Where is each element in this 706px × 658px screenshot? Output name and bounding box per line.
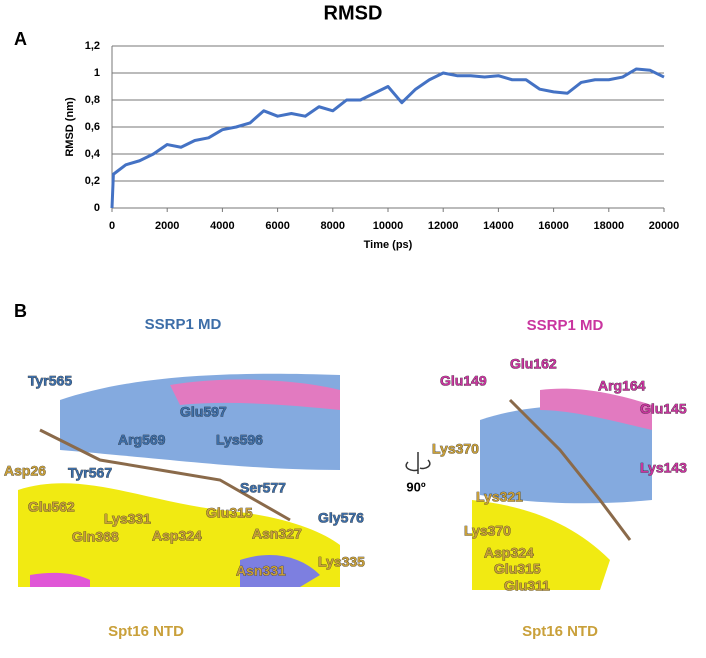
y-tick-label: 0,8 [85, 94, 100, 106]
residue-label: Lys321 [476, 489, 523, 505]
line-series [110, 67, 665, 209]
x-tick-label: 12000 [428, 220, 459, 232]
residue-label: Lys335 [318, 554, 365, 570]
residue-label: Glu597 [180, 404, 227, 420]
residue-label: Glu315 [494, 561, 541, 577]
residue-label: Glu149 [440, 373, 487, 389]
structure-image-right [472, 365, 652, 590]
x-tick-label: 8000 [321, 220, 345, 232]
x-tick-label: 10000 [373, 220, 404, 232]
x-tick-label: 0 [109, 220, 115, 232]
residue-label: Tyr567 [68, 465, 112, 481]
residue-label: Lys143 [640, 460, 687, 476]
rotation-icon [405, 452, 431, 474]
rotation-label: 90º [406, 479, 425, 494]
structure-image-left [18, 365, 340, 587]
y-tick-label: 0,2 [85, 175, 100, 187]
x-tick-label: 18000 [594, 220, 625, 232]
residue-label: Lys596 [216, 432, 263, 448]
y-tick-label: 0,4 [85, 148, 101, 160]
residue-label: Glu311 [504, 578, 550, 594]
y-axis-label: RMSD (nm) [64, 97, 76, 157]
residue-label: Gly576 [318, 510, 364, 526]
residue-label: Asp324 [152, 528, 202, 544]
panel-subheading: Spt16 NTD [108, 623, 184, 640]
panel-heading: SSRP1 MD [527, 317, 604, 334]
residue-label: Glu315 [206, 505, 253, 521]
x-axis-label: Time (ps) [364, 239, 413, 251]
residue-label: Arg569 [118, 432, 166, 448]
residue-label: Glu145 [640, 401, 687, 417]
residue-label: Glu162 [510, 356, 557, 372]
panel-subheading: Spt16 NTD [522, 623, 598, 640]
y-tick-label: 1,2 [85, 40, 100, 52]
residue-label: Arg164 [598, 378, 646, 394]
x-tick-label: 4000 [210, 220, 234, 232]
residue-label: Asp26 [4, 463, 46, 479]
x-tick-label: 6000 [265, 220, 289, 232]
y-tick-label: 1 [94, 67, 100, 79]
panel-heading: SSRP1 MD [145, 316, 222, 333]
panel-label: B [14, 301, 27, 321]
y-tick-label: 0,6 [85, 121, 100, 133]
panel-label: A [14, 29, 27, 49]
residue-label: Tyr565 [28, 373, 72, 389]
residue-label: Glu562 [28, 499, 75, 515]
residue-label: Asp324 [484, 545, 534, 561]
residue-label: Lys370 [464, 523, 511, 539]
residue-label: Asn331 [236, 563, 286, 579]
residue-label: Ser577 [240, 480, 286, 496]
y-tick-label: 0 [94, 202, 100, 214]
x-tick-label: 16000 [538, 220, 569, 232]
x-tick-label: 2000 [155, 220, 179, 232]
residue-label: Asn327 [252, 526, 302, 542]
x-tick-label: 14000 [483, 220, 514, 232]
x-tick-label: 20000 [649, 220, 680, 232]
residue-label: Gln368 [72, 529, 119, 545]
chart-title: RMSD [324, 2, 383, 24]
residue-label: Lys331 [104, 511, 151, 527]
residue-label: Lys370 [432, 441, 479, 457]
